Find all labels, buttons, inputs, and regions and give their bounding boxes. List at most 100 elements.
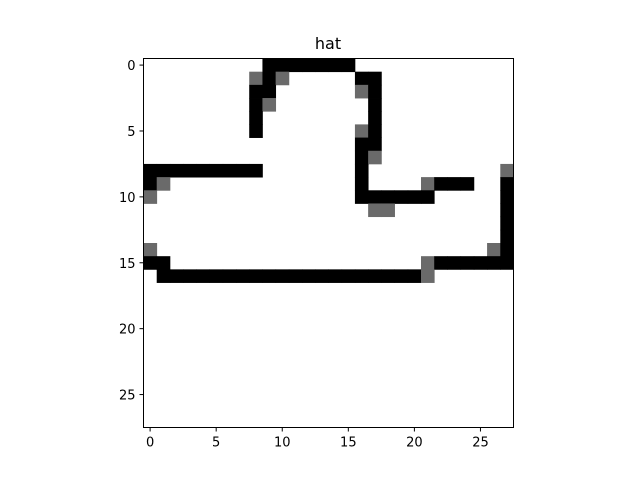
image-pixel [500,256,514,270]
image-pixel [421,256,435,270]
image-pixel [421,190,435,204]
image-pixel [288,269,303,283]
image-pixel [236,163,250,178]
x-tick-label: 5 [212,436,220,451]
image-pixel [143,190,158,204]
image-pixel [354,71,369,86]
image-pixel [368,71,382,86]
image-pixel [183,269,197,283]
image-pixel [156,163,171,178]
image-pixel [262,98,277,112]
image-pixel [394,269,409,283]
image-pixel [500,229,514,244]
y-tick-label: 5 [127,125,135,140]
image-pixel [143,177,158,191]
image-pixel [354,269,369,283]
image-pixel [434,177,448,191]
image-pixel [447,177,462,191]
image-pixel [143,256,158,270]
y-tick-label: 15 [119,257,136,272]
image-pixel [209,163,224,178]
image-pixel [262,58,277,73]
image-pixel [487,243,501,257]
image-pixel [500,163,514,178]
image-pixel [249,163,263,178]
image-pixel [249,98,263,112]
image-pixel [328,269,343,283]
x-tick-label: 0 [146,436,154,451]
image-pixel [196,163,210,178]
image-pixel [368,269,382,283]
image-pixel [460,177,475,191]
image-pixel [315,58,329,73]
image-pixel [368,124,382,138]
image-pixel [275,269,290,283]
image-pixel [288,58,303,73]
image-pixel [500,243,514,257]
image-pixel [209,269,224,283]
image-pixel [341,269,356,283]
image-pixel [156,256,171,270]
image-pixel [500,177,514,191]
image-pixel [302,58,316,73]
y-tick-label: 25 [119,389,136,404]
y-tick-label: 10 [119,191,136,206]
image-pixel [354,190,369,204]
image-pixel [381,190,395,204]
image-pixel [196,269,210,283]
image-pixel [354,137,369,152]
image-pixel [500,216,514,231]
image-pixel [354,150,369,165]
image-pixel [249,71,263,86]
image-pixel [500,190,514,204]
image-pixel [487,256,501,270]
y-axis: 0 5 10 15 20 25 [119,59,144,404]
image-pixel [368,84,382,99]
image-pixel [368,203,382,218]
image-pixel [341,58,356,73]
image-pixel [183,163,197,178]
image-pixel [262,269,277,283]
x-tick-label: 15 [340,436,357,451]
image-pixel [236,269,250,283]
image-pixels [143,58,514,283]
image-pixel [407,269,422,283]
image-pixel [354,124,369,138]
image-pixel [249,124,263,138]
image-pixel [368,190,382,204]
image-pixel [156,269,171,283]
y-tick-label: 20 [119,323,136,338]
image-pixel [394,190,409,204]
image-pixel [143,163,158,178]
image-pixel [262,84,277,99]
image-pixel [315,269,329,283]
image-pixel [262,71,277,86]
image-pixel [275,58,290,73]
image-pixel [222,163,237,178]
image-pixel [354,177,369,191]
image-pixel [169,163,184,178]
image-pixel [249,269,263,283]
image-pixel [434,256,448,270]
image-pixel [381,269,395,283]
image-pixel [354,84,369,99]
image-pixel [275,71,290,86]
image-pixel [381,203,395,218]
image-pixel [368,150,382,165]
image-pixel [368,98,382,112]
y-tick-label: 0 [127,59,135,74]
image-pixel [368,111,382,125]
image-pixel [500,203,514,218]
image-pixel [169,269,184,283]
x-axis: 0 5 10 15 20 25 [146,427,489,451]
image-pixel [143,243,158,257]
image-pixel [249,84,263,99]
image-pixel [222,269,237,283]
image-pixel [421,269,435,283]
image-pixel [156,177,171,191]
image-pixel [447,256,462,270]
plot-title: hat [315,34,341,53]
image-pixel [421,177,435,191]
image-pixel [407,190,422,204]
